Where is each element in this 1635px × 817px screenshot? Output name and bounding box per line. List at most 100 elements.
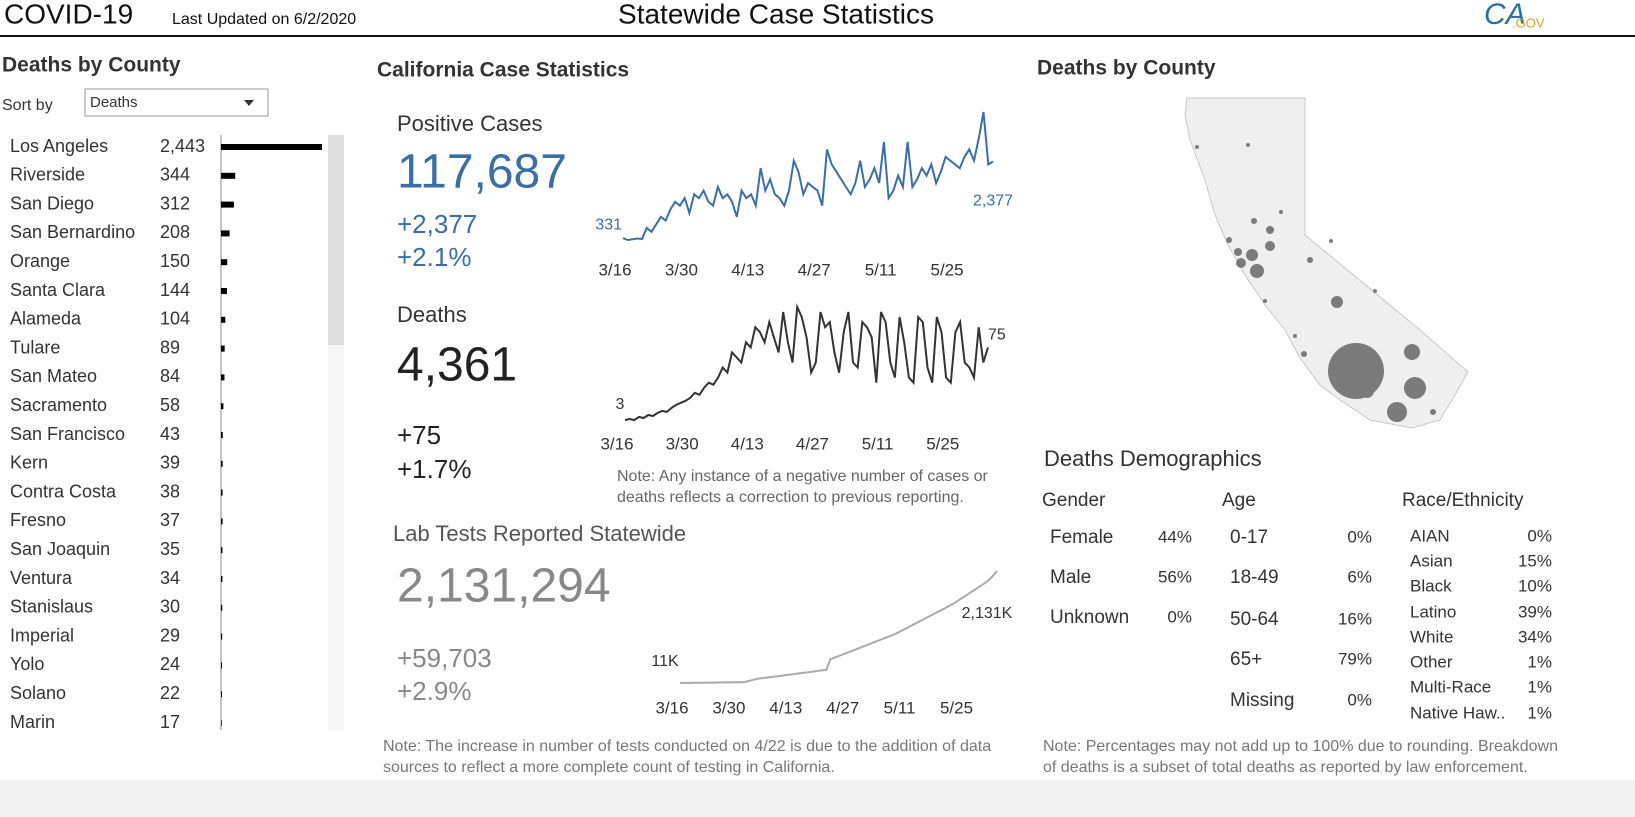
x-tick-label: 5/25 xyxy=(931,260,964,279)
demo-pct: 1% xyxy=(1527,677,1552,696)
note-box: Note: Percentages may not add up to 100%… xyxy=(1043,738,1558,776)
x-tick-label: 3/30 xyxy=(666,434,699,453)
x-tick-label: 5/11 xyxy=(884,698,916,717)
x-tick-label: 4/13 xyxy=(769,698,802,717)
map-title: Deaths by County xyxy=(1037,57,1216,80)
county-name: Marin xyxy=(10,712,55,732)
value-label: 2,377 xyxy=(973,193,1013,210)
county-name: Riverside xyxy=(10,165,85,185)
bar xyxy=(221,604,223,611)
county-value: 37 xyxy=(160,510,180,530)
demo-title: Deaths Demographics xyxy=(1044,446,1262,471)
x-tick-label: 3/16 xyxy=(655,698,688,717)
county-name: Los Angeles xyxy=(10,136,108,156)
tests-note: Note: The increase in number of tests co… xyxy=(383,738,992,776)
deaths-pct: +1.7% xyxy=(397,454,471,484)
county-value: 30 xyxy=(160,597,180,617)
demo-pct: 16% xyxy=(1338,609,1372,628)
county-name: Sacramento xyxy=(10,395,107,415)
x-tick-label: 5/25 xyxy=(926,434,959,453)
x-tick-label: 3/16 xyxy=(598,260,631,279)
county-value: 150 xyxy=(160,251,190,271)
bar xyxy=(221,547,223,554)
county-value: 58 xyxy=(160,395,180,415)
demo-name: 18-49 xyxy=(1230,567,1279,588)
county-value: 22 xyxy=(160,683,180,703)
cases-note: Note: Any instance of a negative number … xyxy=(617,468,988,506)
map xyxy=(1184,97,1469,429)
bar xyxy=(221,316,226,323)
x-tick-label: 5/25 xyxy=(940,698,973,717)
demo-pct: 79% xyxy=(1338,649,1372,668)
cases-total: 117,687 xyxy=(397,146,567,199)
county-value: 43 xyxy=(160,424,180,444)
tests-pct: +2.9% xyxy=(397,676,471,706)
county-name: Yolo xyxy=(10,654,44,674)
county-name: Imperial xyxy=(10,625,74,645)
column-title: Race/Ethnicity xyxy=(1402,490,1524,511)
demo-pct: 10% xyxy=(1518,576,1552,595)
county-name: Alameda xyxy=(10,309,82,329)
demo-name: AIAN xyxy=(1410,526,1450,545)
footer-band xyxy=(0,780,1635,817)
demo-pct: 34% xyxy=(1518,627,1552,646)
demo-pct: 0% xyxy=(1347,690,1372,709)
demo-name: 50-64 xyxy=(1230,609,1279,630)
sort-value: Deaths xyxy=(90,94,138,111)
x-tick-label: 4/13 xyxy=(731,260,764,279)
bar xyxy=(221,345,225,352)
county-name: San Joaquin xyxy=(10,539,110,559)
value-label: 75 xyxy=(988,327,1006,344)
value-label: 3 xyxy=(616,396,625,413)
demo-pct: 0% xyxy=(1167,607,1192,626)
sort-dropdown[interactable] xyxy=(84,88,269,117)
county-name: San Bernardino xyxy=(10,222,135,242)
logo-gov: .GOV xyxy=(1512,15,1545,30)
bar xyxy=(221,259,228,266)
county-value: 38 xyxy=(160,481,180,501)
county-name: San Diego xyxy=(10,193,94,213)
map-bubbles xyxy=(1195,143,1436,422)
demo-name: Latino xyxy=(1410,602,1456,621)
county-value: 104 xyxy=(160,309,190,329)
scroll-thumb[interactable] xyxy=(328,135,344,345)
sparkline xyxy=(622,111,994,242)
deaths-total: 4,361 xyxy=(397,339,517,392)
bar xyxy=(221,576,223,582)
updated: Last Updated on 6/2/2020 xyxy=(172,11,356,28)
app-title: COVID-19 xyxy=(4,0,133,29)
x-tick-label: 3/30 xyxy=(665,260,698,279)
tests-label: Lab Tests Reported Statewide xyxy=(393,521,686,546)
sparkline xyxy=(679,570,998,684)
county-value: 344 xyxy=(160,165,190,185)
note-box: Note: The increase in number of tests co… xyxy=(383,738,992,776)
demo-pct: 6% xyxy=(1347,567,1372,586)
bar xyxy=(221,172,236,179)
demo-name: Missing xyxy=(1230,690,1294,711)
x-tick-label: 4/13 xyxy=(731,434,764,453)
x-tick-label: 4/27 xyxy=(798,260,831,279)
x-tick-label: 4/27 xyxy=(826,698,859,717)
dropdown-arrow xyxy=(244,100,254,106)
demo-pct: 1% xyxy=(1527,652,1552,671)
bar xyxy=(221,720,222,726)
bar xyxy=(221,633,223,640)
demo-name: Female xyxy=(1050,527,1113,548)
x-tick-label: 5/11 xyxy=(865,260,897,279)
county-value: 35 xyxy=(160,539,180,559)
county-value: 2,443 xyxy=(160,136,205,156)
bar xyxy=(221,489,223,496)
x-tick-label: 4/27 xyxy=(796,434,829,453)
county-name: Ventura xyxy=(10,568,73,588)
county-name: Kern xyxy=(10,453,48,473)
demo-name: Asian xyxy=(1410,551,1453,570)
bar xyxy=(221,460,223,467)
demo-name: White xyxy=(1410,627,1453,646)
demo-pct: 1% xyxy=(1527,703,1552,722)
bar xyxy=(221,691,222,698)
county-value: 17 xyxy=(160,712,180,732)
cases-change: +2,377 xyxy=(397,209,477,239)
county-name: San Mateo xyxy=(10,366,97,386)
bar xyxy=(221,518,223,525)
